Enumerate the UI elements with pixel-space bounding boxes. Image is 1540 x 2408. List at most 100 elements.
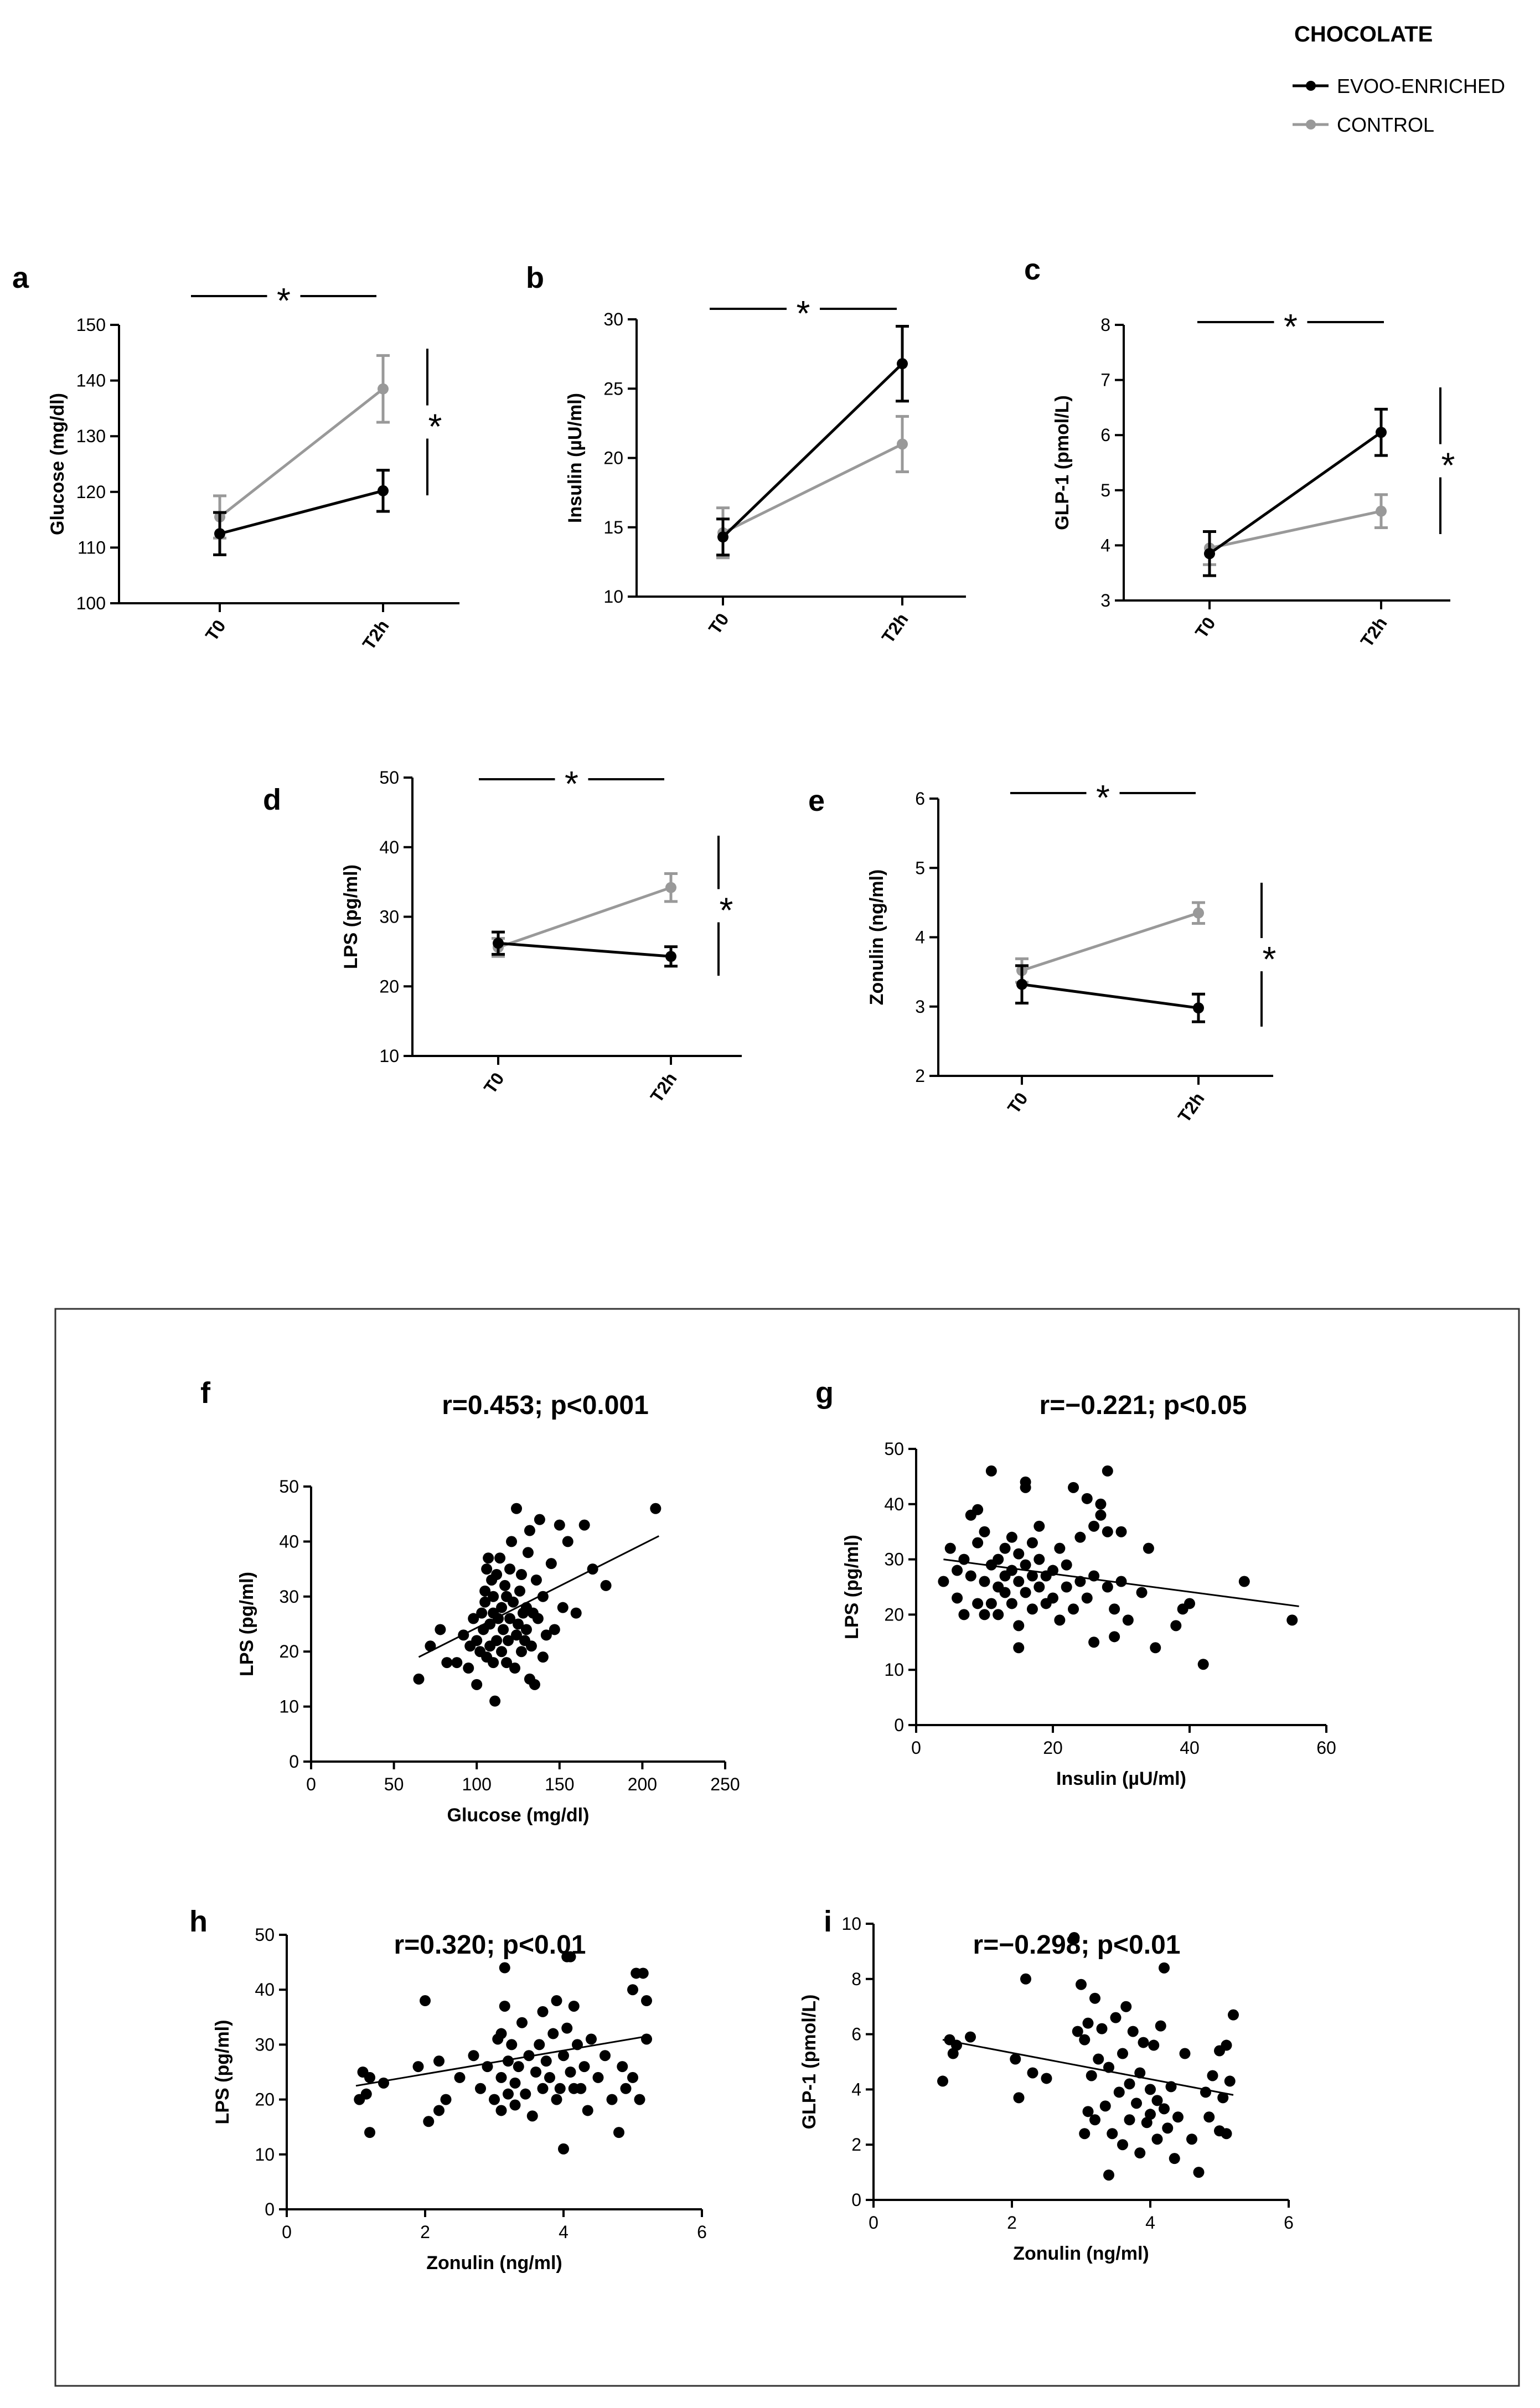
- legend-item-evoo[interactable]: EVOO-ENRICHED: [1293, 75, 1505, 97]
- scatter-point: [499, 1580, 511, 1591]
- scatter-point: [965, 2031, 976, 2043]
- significance-star: *: [565, 764, 578, 804]
- series-control: [213, 354, 390, 540]
- scatter-point: [364, 2127, 375, 2138]
- y-tick-label: 20: [603, 448, 623, 468]
- scatter-point: [544, 2072, 555, 2083]
- x-tick-label: 100: [462, 1774, 492, 1794]
- x-tick-label: 50: [384, 1774, 404, 1794]
- regression-line: [943, 1558, 1299, 1607]
- scatter-point: [495, 2105, 507, 2116]
- y-axis-label: Glucose (mg/dl): [47, 393, 68, 535]
- scatter-point: [1184, 1598, 1195, 1609]
- y-axis-label: LPS (pg/ml): [236, 1572, 257, 1676]
- scatter-point: [534, 1514, 545, 1525]
- scatter-point: [1013, 1642, 1025, 1654]
- x-tick-label: T0: [1004, 1089, 1032, 1117]
- y-axis-label: Zonulin (ng/ml): [866, 869, 887, 1006]
- scatter-point: [1221, 2128, 1232, 2140]
- legend: CHOCOLATE EVOO-ENRICHED CONTROL: [1293, 22, 1505, 136]
- scatter-point: [1086, 2070, 1097, 2081]
- scatter-point: [1068, 1603, 1079, 1615]
- y-tick-label: 3: [1100, 591, 1110, 610]
- scatter-point: [1145, 2109, 1156, 2120]
- y-tick-label: 5: [915, 858, 925, 878]
- series-line: [1021, 983, 1199, 1009]
- panel-g: g r=−0.221; p<0.05 0 10 20 30 40 50 0 20 40 60 Insul…: [815, 1376, 1336, 1789]
- scatter-point: [561, 2022, 573, 2034]
- y-tick-label: 30: [255, 2034, 275, 2054]
- x-tick-label: 2: [420, 2222, 430, 2242]
- y-tick-label: 10: [255, 2145, 275, 2164]
- significance-star: *: [1096, 778, 1110, 817]
- scatter-point: [1138, 2037, 1149, 2048]
- scatter-point: [1061, 1559, 1072, 1571]
- scatter-point: [1061, 1581, 1072, 1593]
- scatter-point: [1162, 2122, 1174, 2134]
- scatter-point: [1155, 2020, 1166, 2032]
- scatter-point: [494, 1552, 506, 1564]
- y-tick-label: 8: [851, 1969, 861, 1989]
- y-axis-label: LPS (pg/ml): [340, 864, 361, 969]
- scatter-point: [1102, 1581, 1113, 1593]
- scatter-point: [501, 1657, 513, 1669]
- scatter-point: [364, 2072, 375, 2083]
- y-tick-label: 40: [279, 1531, 299, 1551]
- scatter-point: [1099, 2100, 1111, 2112]
- scatter-point: [1079, 2034, 1091, 2045]
- scatter-point: [479, 1585, 491, 1597]
- panel-b: b 10 15 20 25 30 Insulin (µU/ml) T0 T2h *: [526, 261, 966, 647]
- y-tick-label: 5: [1100, 480, 1110, 500]
- scatter-point: [999, 1542, 1011, 1554]
- scatter-point: [1026, 1603, 1038, 1615]
- scatter-point: [525, 1640, 537, 1652]
- scatter-point: [509, 2077, 521, 2089]
- x-tick-label: 4: [559, 2222, 569, 2242]
- scatter-point: [551, 1995, 562, 2007]
- scatter-point: [1117, 2048, 1128, 2059]
- scatter-point: [1068, 1931, 1080, 1943]
- x-tick-label: T0: [480, 1069, 508, 1097]
- y-tick-label: 0: [851, 2190, 861, 2210]
- series-evoo: [1015, 964, 1205, 1023]
- scatter-point: [1145, 2084, 1156, 2095]
- series-control: [492, 872, 678, 958]
- y-tick-label: 50: [884, 1439, 904, 1459]
- y-tick-label: 4: [915, 928, 925, 947]
- legend-item-control[interactable]: CONTROL: [1293, 113, 1434, 136]
- scatter-point: [1286, 1614, 1298, 1626]
- y-tick-label: 20: [255, 2090, 275, 2110]
- data-point: [1204, 548, 1215, 560]
- panel-label: e: [808, 784, 825, 817]
- scatter-point: [451, 1657, 463, 1669]
- scatter-point: [440, 2094, 452, 2105]
- scatter-point: [509, 1663, 521, 1674]
- regression-line: [942, 2039, 1234, 2096]
- scatter-point: [1141, 2117, 1153, 2129]
- y-tick-label: 0: [894, 1715, 904, 1735]
- y-tick-label: 100: [76, 593, 106, 613]
- scatter-point: [1096, 2023, 1108, 2034]
- y-tick-label: 25: [603, 379, 623, 398]
- scatter-point: [1089, 1992, 1100, 2004]
- y-tick-label: 10: [603, 587, 623, 607]
- series-control: [1203, 493, 1388, 566]
- x-tick-label: 40: [1180, 1738, 1200, 1758]
- series-evoo: [492, 930, 678, 968]
- scatter-point: [1170, 1620, 1182, 1632]
- scatter-point: [511, 1503, 523, 1514]
- scatter-point: [479, 1596, 491, 1608]
- scatter-point: [496, 1646, 508, 1658]
- y-tick-label: 20: [379, 976, 399, 996]
- scatter-point: [433, 2055, 445, 2067]
- y-tick-label: 50: [279, 1477, 299, 1496]
- scatter-point: [972, 1537, 984, 1549]
- regression-line: [355, 2036, 647, 2087]
- scatter-point: [1082, 2017, 1094, 2029]
- scatter-point: [420, 1995, 431, 2007]
- x-tick-label: 60: [1316, 1738, 1336, 1758]
- significance-star: *: [797, 293, 810, 333]
- scatter-point: [1103, 2169, 1114, 2181]
- scatter-point: [1159, 1962, 1170, 1974]
